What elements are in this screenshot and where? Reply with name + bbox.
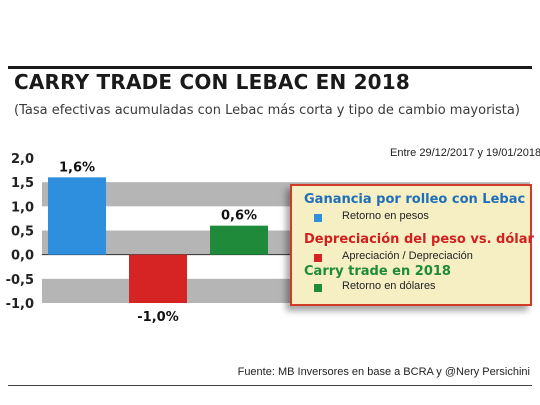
legend-swatch-carry [314,284,322,292]
legend-heading-depreciacion: Depreciación del peso vs. dólar [304,232,534,247]
legend-label-depreciacion: Apreciación / Depreciación [342,250,473,262]
y-tick-label: 0,5 [11,225,34,240]
y-tick-label: 1,0 [11,200,34,215]
source-rule [8,385,532,386]
chart-title: CARRY TRADE CON LEBAC EN 2018 [14,70,411,94]
bar [129,254,187,303]
legend-heading-carry: Carry trade en 2018 [304,264,451,279]
title-rule [8,66,532,69]
y-tick-label: -1,0 [6,297,34,312]
y-tick-label: -0,5 [6,273,34,288]
value-labels: 1,6% -1,0% 0,6% [59,160,257,325]
legend-label-pesos: Retorno en pesos [342,210,429,222]
bar [48,177,106,255]
legend-swatch-pesos [314,214,322,222]
source-note: Fuente: MB Inversores en base a BCRA y @… [237,366,530,378]
bars [48,177,268,303]
bar-value-label: 0,6% [221,209,257,224]
date-range: Entre 29/12/2017 y 19/01/2018 [390,147,540,159]
legend-swatch-depreciacion [314,254,322,262]
legend-heading-pesos: Ganancia por rolleo con Lebac [304,192,526,207]
y-tick-label: 0,0 [11,249,34,264]
bar-value-label: 1,6% [59,160,95,175]
legend-box: Ganancia por rolleo con Lebac Retorno en… [290,184,534,306]
y-tick-label: 2,0 [11,152,34,167]
bar-value-label: -1,0% [137,310,178,325]
legend-label-carry: Retorno en dólares [342,280,436,292]
y-tick-label: 1,5 [11,176,34,191]
bar [210,225,268,255]
chart-subtitle: (Tasa efectivas acumuladas con Lebac más… [14,103,520,118]
